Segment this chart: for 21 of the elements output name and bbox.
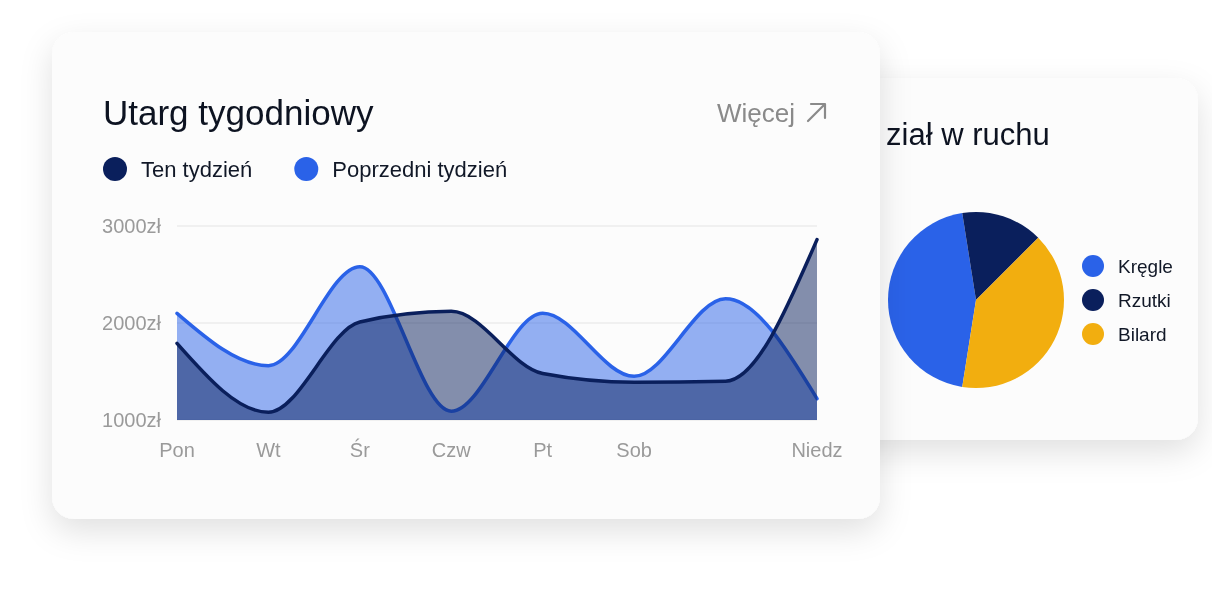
y-tick-label: 2000zł <box>102 312 162 334</box>
x-tick-label: Niedz <box>791 439 843 461</box>
x-tick-label: Pon <box>159 439 195 461</box>
y-tick-label: 1000zł <box>102 409 162 431</box>
chart-title: ział w ruchu <box>886 116 1050 152</box>
x-tick-label: Wt <box>256 439 282 461</box>
x-tick-label: Śr <box>349 438 371 461</box>
y-tick-label: 3000zł <box>102 215 162 237</box>
legend-label: Kręgle <box>1118 255 1173 277</box>
legend-label: Rzutki <box>1118 289 1171 311</box>
pie-slice <box>962 237 1064 388</box>
x-tick-label: Czw <box>431 439 472 461</box>
legend-label: Poprzedni tydzień <box>332 156 508 182</box>
pie-slice <box>962 212 1039 300</box>
legend-label: Bilard <box>1118 323 1167 345</box>
chart-title: Utarg tygodniowy <box>103 93 374 133</box>
text: Więcej <box>716 98 795 129</box>
pie-slice <box>888 213 976 387</box>
x-tick-label: Sob <box>616 439 652 461</box>
x-tick-label: Pt <box>533 439 553 461</box>
legend-label: Ten tydzień <box>141 156 253 182</box>
